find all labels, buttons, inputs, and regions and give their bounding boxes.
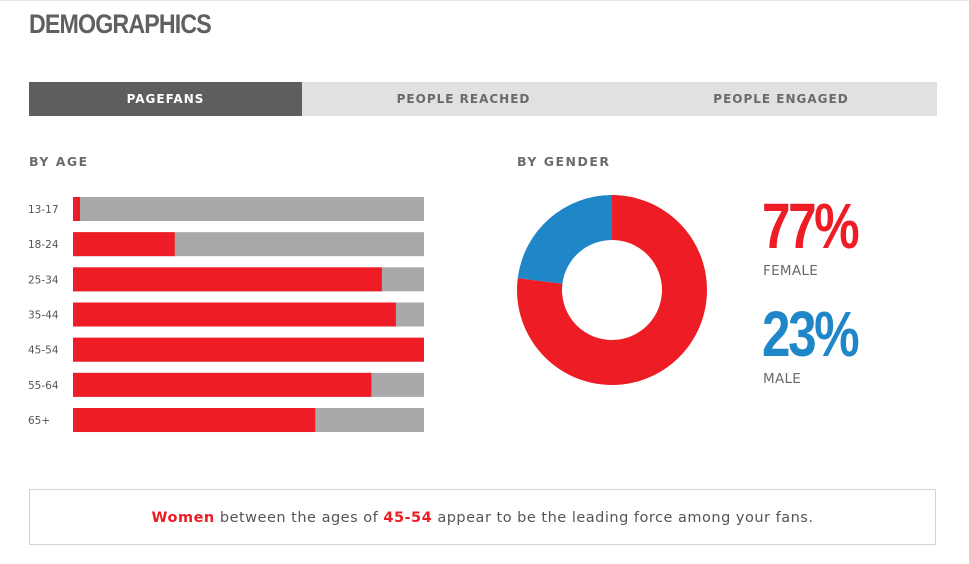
tab-pagefans[interactable]: PAGEFANS — [29, 82, 302, 116]
insight-text-end: appear to be the leading force among you… — [432, 510, 814, 526]
female-percentage: 77% — [762, 190, 860, 262]
age-tick-label: 55-64 — [28, 380, 59, 392]
donut-slice-female — [517, 195, 707, 385]
age-bar — [73, 408, 316, 433]
age-bar — [73, 302, 396, 327]
insight-box: Women between the ages of 45-54 appear t… — [29, 489, 936, 545]
tab-people-reached[interactable]: PEOPLE REACHED — [396, 92, 531, 106]
female-label: FEMALE — [763, 263, 819, 279]
top-divider — [0, 0, 969, 1]
male-percentage: 23% — [762, 298, 860, 370]
age-tick-label: 65+ — [28, 415, 50, 427]
male-label: MALE — [763, 371, 802, 387]
age-bar — [73, 372, 372, 397]
tab-bar: PAGEFANS PEOPLE REACHED PEOPLE ENGAGED — [29, 82, 937, 116]
age-tick-label: 18-24 — [28, 239, 59, 251]
by-age-label: BY AGE — [29, 154, 89, 169]
page-title: DEMOGRAPHICS — [29, 9, 212, 39]
age-bar — [73, 337, 424, 362]
age-bar — [73, 267, 382, 292]
tab-people-engaged[interactable]: PEOPLE ENGAGED — [713, 92, 849, 106]
age-bar — [73, 232, 175, 257]
by-gender-label: BY GENDER — [517, 154, 611, 169]
age-tick-label: 13-17 — [28, 204, 59, 216]
donut-slice-male — [517, 195, 612, 284]
age-bar-track — [73, 197, 424, 221]
age-tick-label: 45-54 — [28, 345, 59, 357]
age-bar — [73, 197, 81, 221]
age-tick-label: 25-34 — [28, 274, 59, 286]
insight-highlight-gender: Women — [151, 510, 215, 526]
insight-text: between the ages of — [214, 510, 384, 526]
insight-highlight-age: 45-54 — [383, 510, 433, 526]
age-tick-label: 35-44 — [28, 310, 59, 322]
